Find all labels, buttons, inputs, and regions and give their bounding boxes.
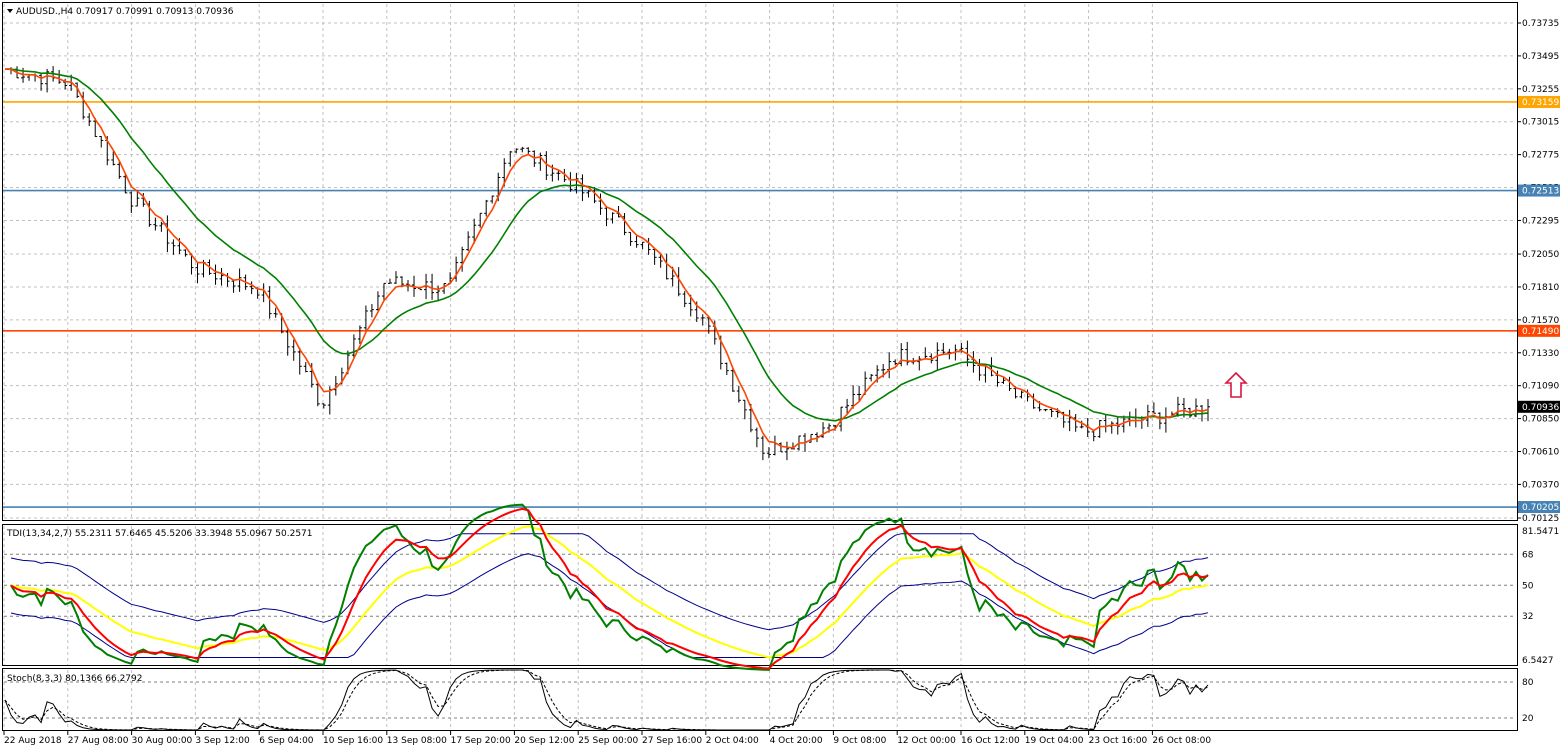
stoch-signal-line — [4, 669, 1209, 731]
time-tick-label: 27 Sep 16:00 — [642, 736, 702, 746]
time-tick-label: 27 Aug 08:00 — [68, 736, 129, 746]
price-tick-label: 0.73495 — [1522, 52, 1559, 62]
current-price-tag — [1518, 400, 1560, 413]
price-tick-label: 0.73015 — [1522, 118, 1559, 128]
time-tick-label: 23 Oct 16:00 — [1089, 736, 1148, 746]
slow-moving-average-line — [5, 68, 1209, 422]
tdi-grid — [3, 526, 1516, 665]
main-grid — [3, 4, 1516, 519]
level-price-tag — [1518, 324, 1560, 337]
price-tick-label: 0.73255 — [1522, 85, 1559, 95]
time-tick-label: 4 Oct 20:00 — [770, 736, 823, 746]
tdi-tick-label: 50 — [1522, 581, 1534, 591]
price-tick-label: 0.72775 — [1522, 151, 1559, 161]
time-tick-label: 3 Sep 12:00 — [195, 736, 250, 746]
time-tick-label: 10 Sep 16:00 — [323, 736, 383, 746]
price-bars — [9, 66, 1210, 461]
stoch-tick-label: 80 — [1522, 678, 1534, 688]
tdi-tick-label: 81.5471 — [1522, 527, 1559, 537]
tdi-signal-line — [10, 507, 1209, 670]
tdi-price-line — [10, 503, 1209, 671]
current-price-tag-text: 0.70936 — [1522, 403, 1559, 413]
stoch-main-line — [4, 669, 1209, 731]
price-tick-label: 0.70610 — [1522, 447, 1559, 457]
time-tick-label: 20 Sep 12:00 — [514, 736, 574, 746]
tdi-axis: 81.5471 68 50 32 6.5427 — [1522, 527, 1559, 666]
level-price-tag-text: 0.70205 — [1522, 503, 1559, 513]
time-tick-label: 19 Oct 04:00 — [1025, 736, 1084, 746]
tdi-upper-band-line — [10, 533, 1209, 631]
level-price-tag — [1518, 184, 1560, 197]
time-tick-label: 2 Oct 04:00 — [706, 736, 759, 746]
price-tick-label: 0.73735 — [1522, 19, 1559, 29]
time-tick-label: 30 Aug 00:00 — [132, 736, 193, 746]
time-tick-label: 26 Oct 08:00 — [1152, 736, 1211, 746]
price-tick-label: 0.70850 — [1522, 415, 1559, 425]
time-tick-label: 6 Sep 04:00 — [259, 736, 314, 746]
time-tick-label: 25 Sep 00:00 — [578, 736, 638, 746]
time-tick-label: 22 Aug 2018 — [4, 736, 62, 746]
main-chart-frame[interactable] — [2, 2, 1518, 521]
time-tick-label: 13 Sep 08:00 — [387, 736, 447, 746]
tdi-tick-label: 32 — [1522, 612, 1533, 622]
price-tick-label: 0.71090 — [1522, 382, 1559, 392]
main-header: AUDUSD.,H4 0.70917 0.70991 0.70913 0.709… — [16, 7, 234, 17]
tdi-header: TDI(13,34,2,7) 55.2311 57.6465 45.5206 3… — [6, 529, 313, 539]
fast-moving-average-line — [4, 68, 1209, 449]
price-tick-label: 0.70125 — [1522, 514, 1559, 524]
level-price-tag-text: 0.71490 — [1522, 327, 1559, 337]
price-tick-label: 0.71570 — [1522, 316, 1559, 326]
stoch-header: Stoch(8,3,3) 80.1366 66.2792 — [7, 674, 142, 684]
tdi-panel-frame[interactable] — [2, 524, 1518, 666]
price-tick-label: 0.71330 — [1522, 349, 1559, 359]
stoch-panel-frame[interactable] — [2, 668, 1518, 731]
tdi-lower-band-line — [10, 553, 1209, 658]
stoch-tick-label: 20 — [1522, 714, 1534, 724]
price-tags: 0.73159 0.72513 0.71490 0.70205 0.70936 — [1518, 95, 1560, 514]
level-price-tag — [1518, 95, 1560, 108]
time-tick-label: 9 Oct 08:00 — [833, 736, 886, 746]
time-tick-label: 16 Oct 12:00 — [961, 736, 1020, 746]
price-tick-label: 0.72050 — [1522, 250, 1559, 260]
time-tick-label: 17 Sep 20:00 — [451, 736, 511, 746]
tdi-market-base-line — [10, 525, 1209, 659]
tdi-tick-label: 68 — [1522, 550, 1534, 560]
stoch-grid — [3, 670, 1516, 730]
time-tick-label: 12 Oct 00:00 — [897, 736, 956, 746]
time-axis: 22 Aug 2018 27 Aug 08:00 30 Aug 00:00 3 Sep… — [3, 731, 1211, 746]
price-tick-label: 0.72295 — [1522, 216, 1559, 226]
price-tick-label: 0.71810 — [1522, 283, 1559, 293]
price-axis: 0.73735 0.73495 0.73255 0.73015 0.72775 0.725… — [1518, 19, 1559, 524]
dropdown-triangle-icon[interactable] — [7, 9, 13, 13]
stoch-axis: 80 20 — [1522, 678, 1534, 724]
level-price-tag — [1518, 501, 1560, 514]
up-arrow-icon[interactable] — [1224, 371, 1248, 398]
horizontal-levels[interactable] — [3, 101, 1517, 508]
price-tick-label: 0.70370 — [1522, 480, 1559, 490]
level-price-tag-text: 0.73159 — [1522, 98, 1559, 108]
level-price-tag-text: 0.72513 — [1522, 187, 1559, 197]
tdi-tick-label: 6.5427 — [1522, 656, 1554, 666]
